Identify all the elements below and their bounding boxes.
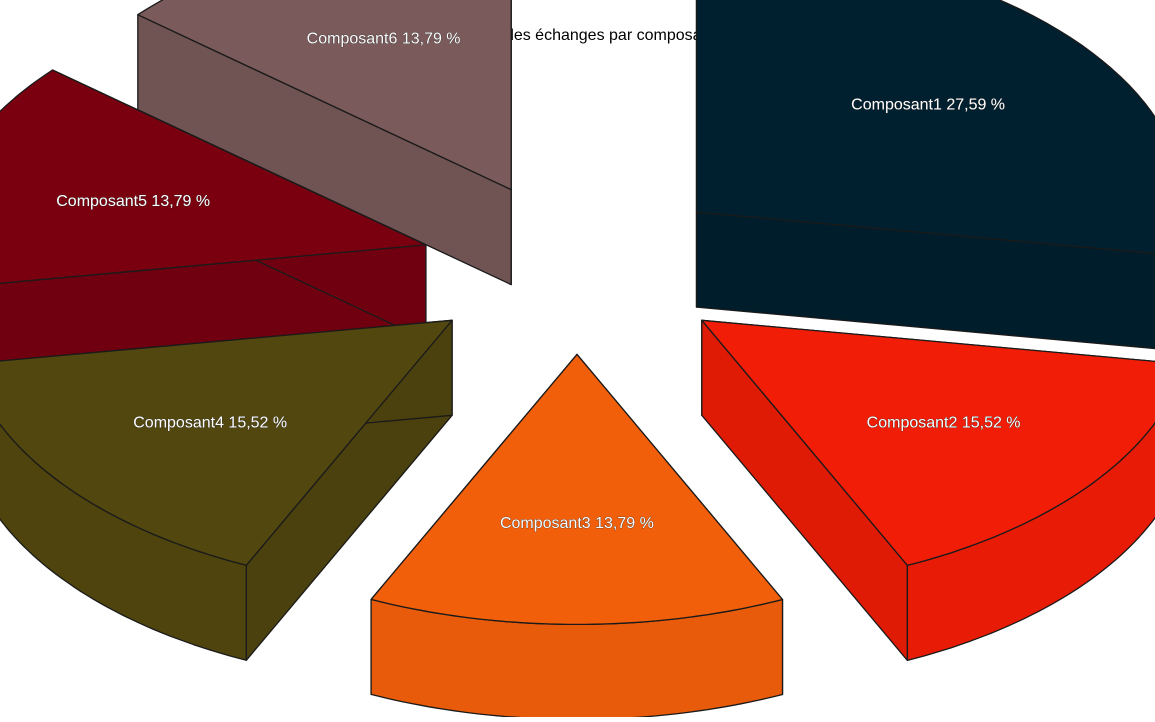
slice-label-1: Composant1 27,59 % [851,97,1005,114]
slice-label-3: Composant3 13,79 % [500,515,654,532]
pie-slice-1-top [697,0,1155,256]
slice-label-2: Composant2 15,52 % [867,415,1021,432]
slice-label-5: Composant5 13,79 % [56,193,210,210]
pie-slice-1 [697,0,1155,351]
slice-label-4: Composant4 15,52 % [133,415,287,432]
slice-label-6: Composant6 13,79 % [307,31,461,48]
